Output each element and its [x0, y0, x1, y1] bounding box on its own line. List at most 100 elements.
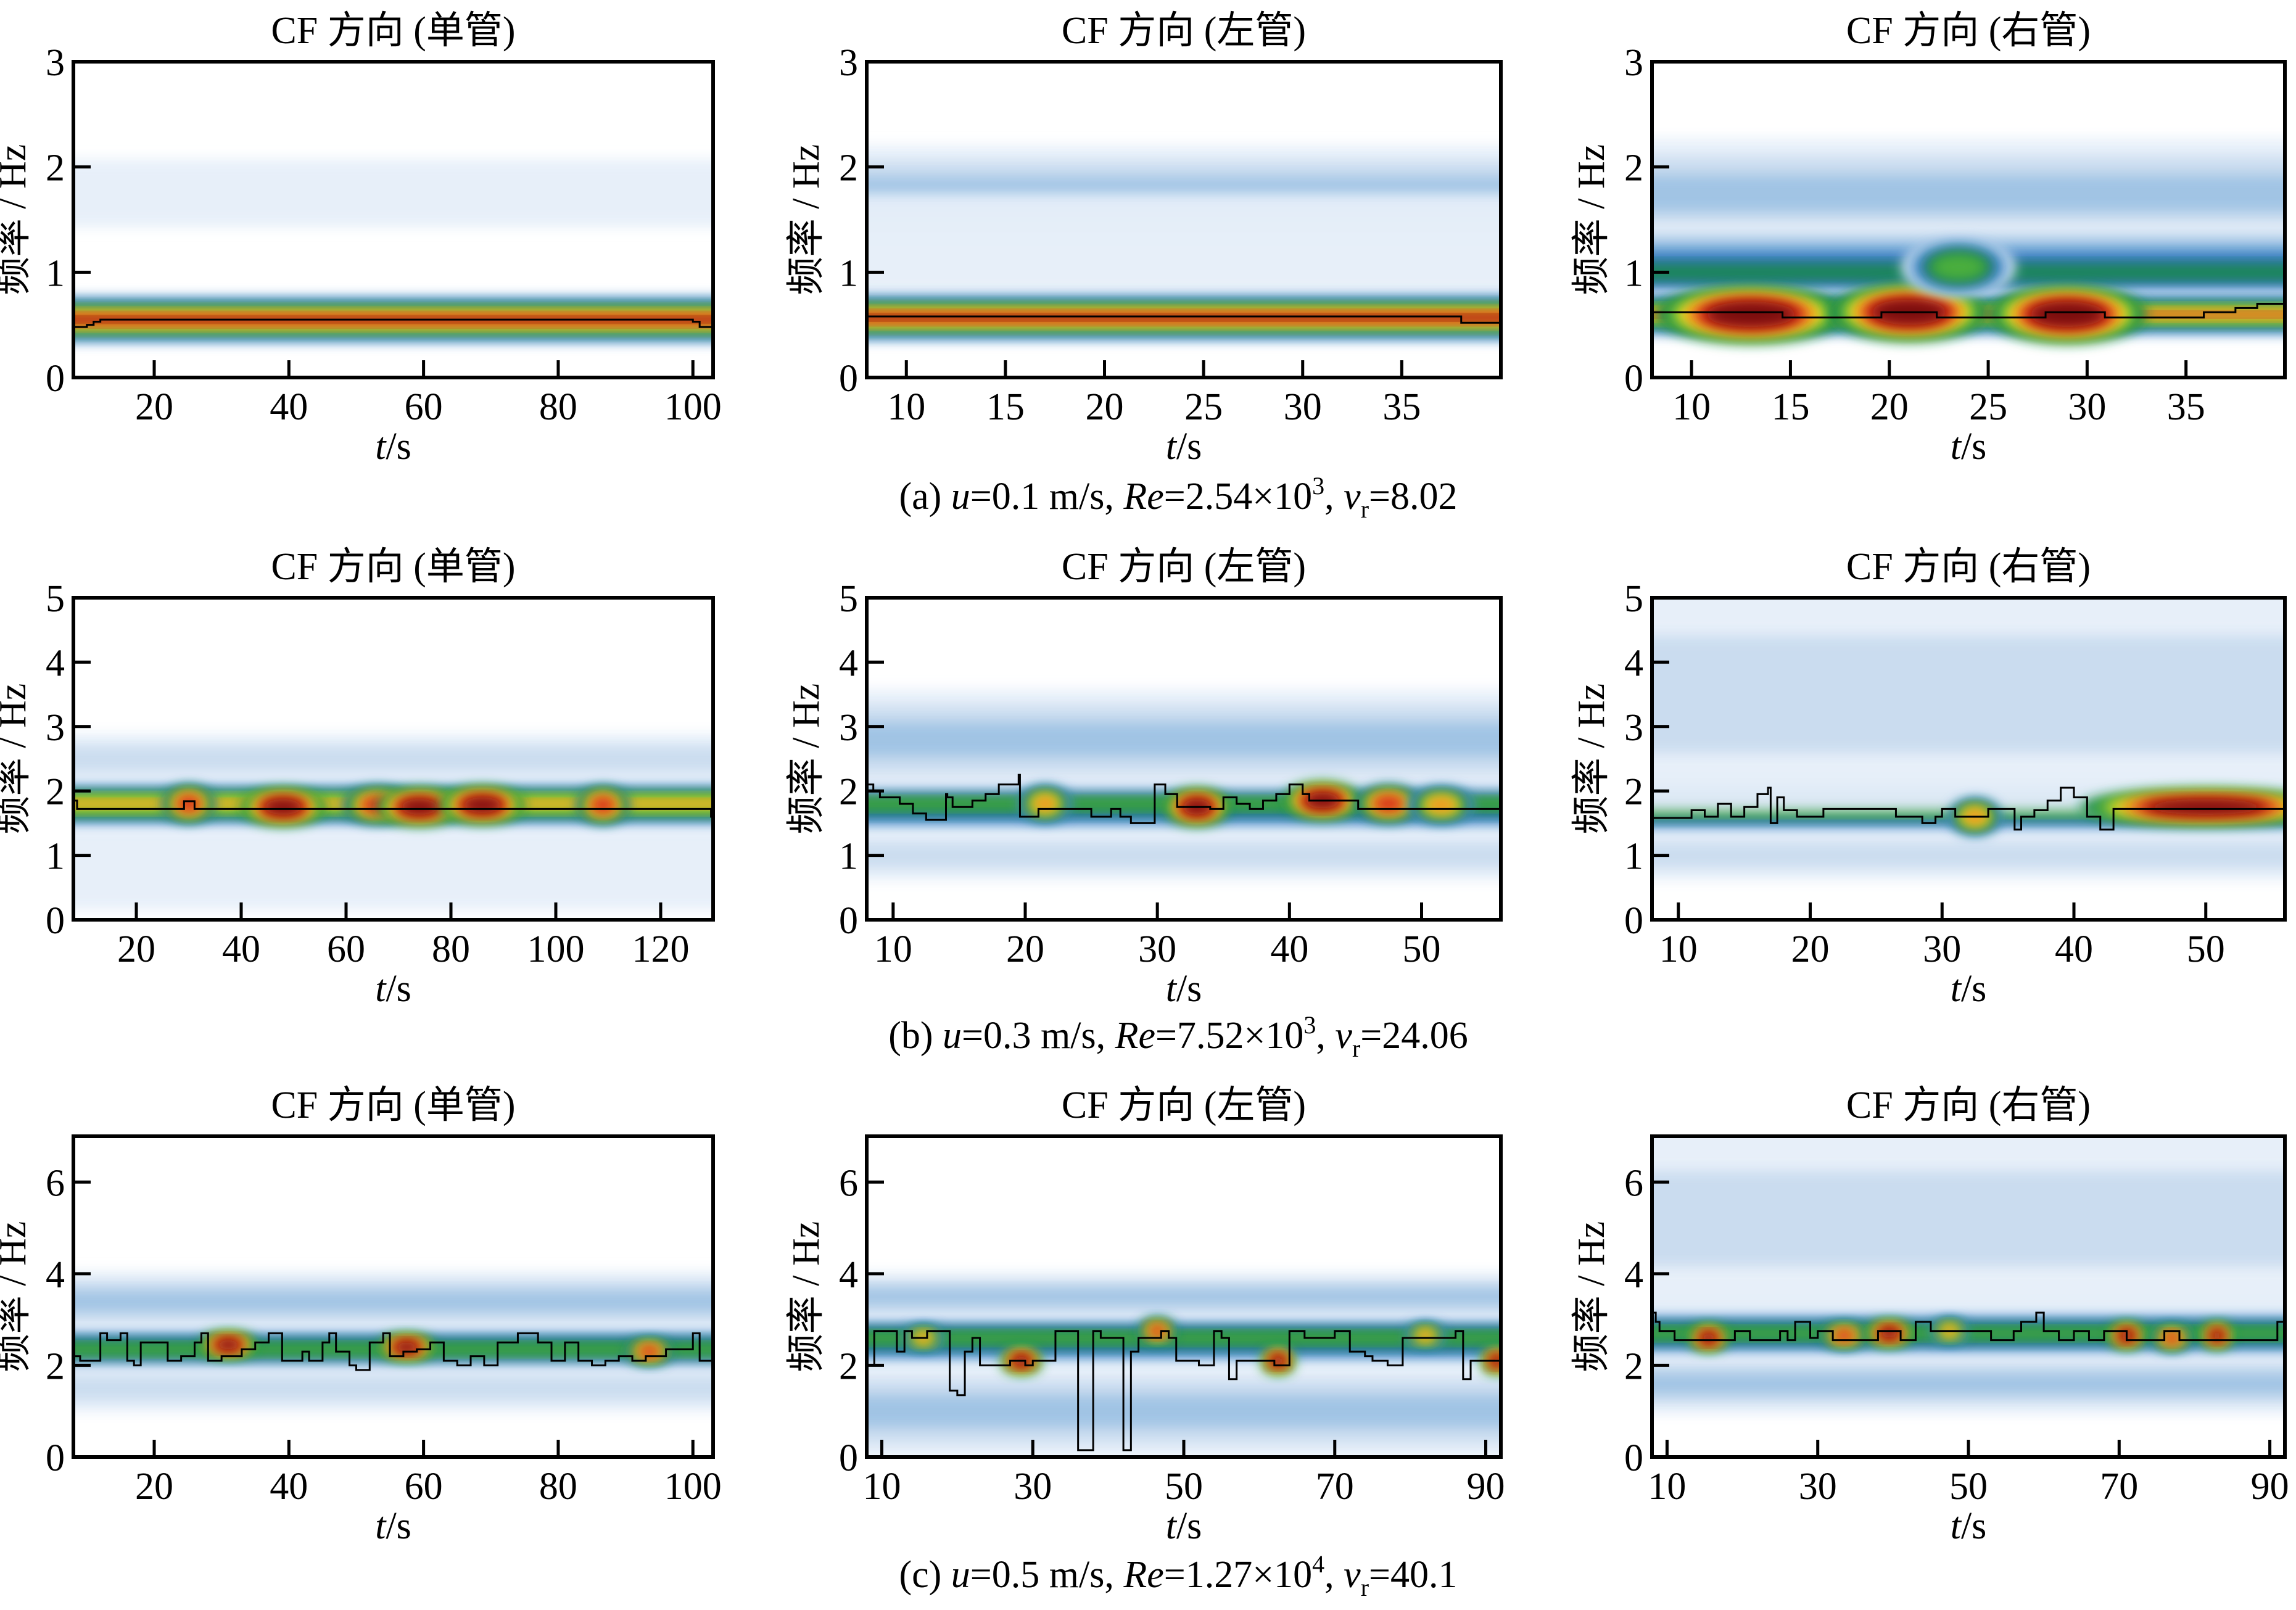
panel-title: CF 方向 (右管)	[1846, 1084, 2091, 1126]
y-tick-label: 3	[1624, 42, 1643, 84]
x-axis-label-var: t	[1951, 1505, 1962, 1547]
x-tick-label: 40	[270, 1466, 308, 1508]
y-tick-label: 3	[46, 707, 65, 749]
contour-band	[1652, 843, 2285, 868]
hotspot	[1416, 1330, 1434, 1342]
plot-frame	[1650, 60, 2287, 379]
x-tick-label: 100	[664, 1466, 722, 1508]
x-tick-label: 100	[664, 386, 722, 428]
y-tick-label: 6	[839, 1162, 858, 1204]
x-tick-label: 50	[1403, 928, 1441, 970]
x-axis-label: t/s	[375, 1505, 411, 1547]
x-tick-label: 60	[405, 386, 443, 428]
x-tick-label: 90	[1467, 1466, 1505, 1508]
x-axis-label-var: t	[1166, 426, 1178, 468]
x-axis-label-unit: /s	[1176, 426, 1202, 468]
x-tick-label: 80	[539, 1466, 577, 1508]
heatmap-area	[867, 1136, 1501, 1457]
x-axis-label: t/s	[375, 426, 411, 468]
x-axis-label-unit: /s	[1176, 1505, 1202, 1547]
ridge-line	[867, 1330, 1501, 1451]
x-tick-label: 10	[1659, 928, 1698, 970]
caption-b: (b) u=0.3 m/s, Re=7.52×103, vr=24.06	[888, 1011, 1468, 1062]
hotspot	[399, 799, 440, 815]
y-axis-label: 频率 / Hz	[0, 683, 34, 835]
hotspot	[1373, 796, 1404, 812]
y-axis-label: 频率 / Hz	[785, 144, 827, 295]
contour-band	[867, 1333, 1501, 1343]
plot-frame	[865, 596, 1503, 922]
x-tick-label: 120	[632, 928, 690, 970]
x-axis-label-unit: /s	[1176, 968, 1202, 1010]
x-axis-label-var: t	[375, 968, 387, 1010]
caption-c: (c) u=0.5 m/s, Re=1.27×104, vr=40.1	[899, 1550, 1457, 1601]
x-tick-label: 20	[1086, 386, 1124, 428]
y-tick-label: 2	[46, 147, 65, 189]
x-tick-label: 30	[1284, 386, 1322, 428]
x-tick-label: 10	[887, 386, 925, 428]
panel: 0 1 2 3 4 5 10 20 30 40 50 CF 方向 (左管) t/s 频率 / Hz	[785, 546, 1503, 1010]
panel: 0 1 2 3 20 40 60 80 100 CF 方向 (单管) t/s 频率 / Hz	[0, 10, 722, 468]
x-axis-label: t/s	[1951, 426, 1987, 468]
x-axis-label: t/s	[1166, 426, 1202, 468]
x-tick-label: 20	[135, 1466, 173, 1508]
y-tick-label: 2	[839, 771, 858, 813]
x-tick-label: 40	[2055, 928, 2093, 970]
y-tick-label: 4	[46, 1254, 65, 1296]
x-axis-label-unit: /s	[1961, 1505, 1986, 1547]
panel-title: CF 方向 (右管)	[1846, 546, 2091, 588]
x-axis-label-unit: /s	[1961, 968, 1986, 1010]
panel-title: CF 方向 (左管)	[1062, 1084, 1306, 1126]
y-axis-label: 频率 / Hz	[785, 1221, 827, 1373]
x-tick-label: 10	[1648, 1466, 1686, 1508]
panel: 0 1 2 3 4 5 20 40 60 80 100 120 CF 方向 (单管) t/s 频率 / Hz	[0, 546, 715, 1010]
y-tick-label: 6	[46, 1162, 65, 1204]
y-tick-label: 4	[1624, 642, 1643, 684]
y-axis-label: 频率 / Hz	[785, 683, 827, 835]
y-tick-label: 0	[1624, 900, 1643, 942]
y-axis-label: 频率 / Hz	[1571, 144, 1613, 295]
y-tick-label: 0	[839, 900, 858, 942]
y-tick-label: 5	[1624, 578, 1643, 620]
x-tick-label: 30	[1014, 1466, 1052, 1508]
panel-title: CF 方向 (右管)	[1846, 10, 2091, 52]
y-tick-label: 2	[839, 1345, 858, 1387]
y-axis-label: 频率 / Hz	[0, 144, 34, 295]
x-tick-label: 35	[1382, 386, 1421, 428]
x-tick-label: 40	[270, 386, 308, 428]
panel-title: CF 方向 (单管)	[271, 10, 515, 52]
x-tick-label: 10	[874, 928, 912, 970]
ridge-line	[867, 315, 1501, 324]
y-tick-label: 0	[839, 1437, 858, 1479]
y-tick-label: 2	[1624, 147, 1643, 189]
contour-band	[73, 1376, 713, 1400]
y-axis-label: 频率 / Hz	[1571, 1221, 1613, 1373]
y-axis-label: 频率 / Hz	[0, 1221, 34, 1373]
x-tick-label: 20	[1006, 928, 1044, 970]
x-axis-label-var: t	[375, 1505, 387, 1547]
y-tick-label: 4	[839, 642, 858, 684]
x-axis-label-unit: /s	[386, 968, 411, 1010]
heatmap-area	[73, 598, 713, 920]
panel: 0 2 4 6 10 30 50 70 90 CF 方向 (左管) t/s 频率 / Hz	[785, 1084, 1505, 1547]
contour-band	[867, 315, 1501, 320]
x-axis-label: t/s	[375, 968, 411, 1010]
x-axis-label: t/s	[1166, 1505, 1202, 1547]
y-tick-label: 1	[46, 252, 65, 294]
y-axis-label: 频率 / Hz	[1571, 683, 1613, 835]
x-tick-label: 15	[986, 386, 1025, 428]
heatmap-area	[1652, 1136, 2285, 1457]
heatmap-area	[867, 62, 1501, 378]
hotspot	[462, 797, 503, 813]
panel: 0 2 4 6 20 40 60 80 100 CF 方向 (单管) t/s 频率 / Hz	[0, 1084, 722, 1547]
x-tick-label: 25	[1184, 386, 1223, 428]
heatmap-area	[1652, 598, 2285, 920]
ridge-line	[73, 799, 713, 818]
plot-frame	[72, 596, 715, 922]
x-axis-label: t/s	[1166, 968, 1202, 1010]
x-tick-label: 30	[1923, 928, 1961, 970]
contour-band	[73, 1291, 713, 1311]
x-tick-label: 20	[1791, 928, 1830, 970]
ridge-line	[73, 1332, 713, 1371]
x-axis-label-var: t	[1951, 426, 1962, 468]
